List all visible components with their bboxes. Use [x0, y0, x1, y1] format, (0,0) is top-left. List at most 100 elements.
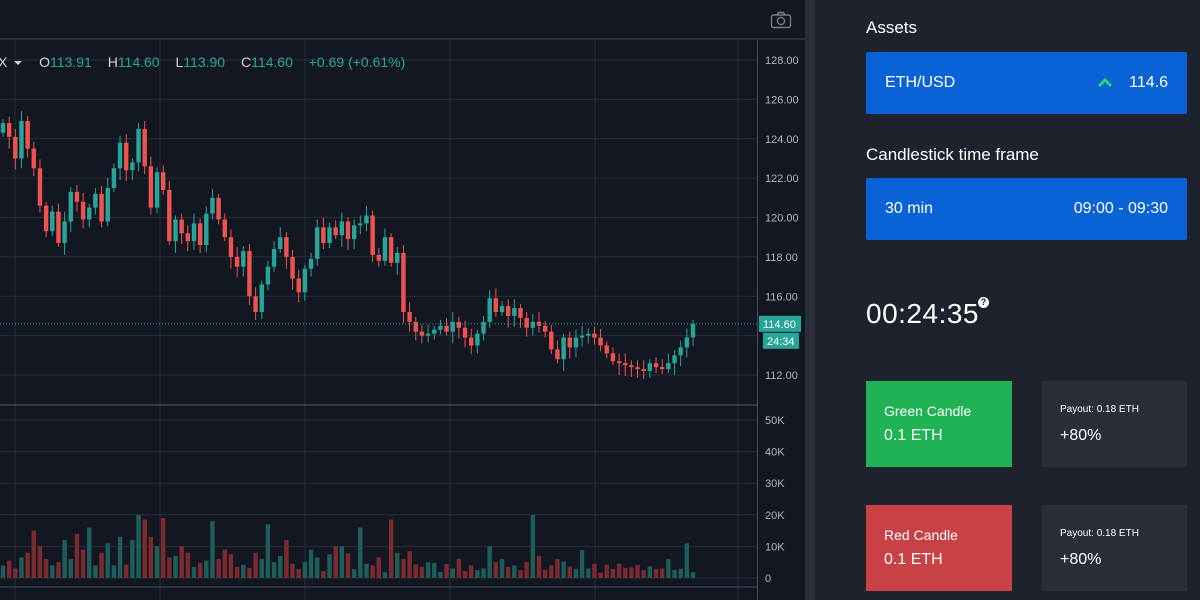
- candle-body: [623, 363, 628, 366]
- candle-body: [154, 172, 160, 208]
- symbol-label[interactable]: X: [0, 54, 8, 70]
- candle-body: [302, 268, 308, 293]
- volume-bar: [690, 572, 696, 578]
- volume-tick-label: 10K: [765, 541, 785, 553]
- volume-bar: [549, 565, 554, 578]
- volume-bar: [388, 519, 394, 578]
- price-chart[interactable]: 128.00 126.00 124.00 122.00 120.00 118.00 116.…: [0, 40, 805, 600]
- candle-body: [13, 136, 18, 159]
- price-tick-label: 126.00: [765, 94, 799, 106]
- candle-body: [358, 223, 363, 226]
- candle-body: [247, 250, 252, 297]
- volume-bar: [641, 570, 646, 578]
- candle-body: [290, 256, 295, 279]
- volume-bar: [228, 554, 234, 578]
- screenshot-button[interactable]: [764, 6, 798, 34]
- timeframe-interval: 30 min: [885, 200, 934, 217]
- candle-body: [284, 237, 289, 257]
- help-icon[interactable]: ?: [978, 297, 989, 308]
- green-candle-button[interactable]: Green Candle 0.1 ETH: [866, 381, 1012, 467]
- candle-body: [327, 227, 332, 244]
- volume-bar: [425, 562, 431, 578]
- volume-bar: [80, 549, 86, 578]
- volume-tick-label: 40K: [765, 447, 785, 459]
- candle-body: [93, 193, 98, 208]
- candle-body: [333, 227, 338, 236]
- volume-bar: [56, 562, 61, 578]
- volume-bar: [105, 543, 110, 578]
- volume-bar: [167, 557, 172, 578]
- candle-body: [475, 333, 480, 346]
- countdown-label: 24:34: [767, 336, 795, 348]
- candle-body: [555, 349, 560, 360]
- candle-body: [142, 128, 147, 167]
- candle-body: [339, 221, 345, 236]
- volume-bar: [401, 559, 406, 578]
- asset-selector[interactable]: ETH/USD 114.6: [866, 52, 1187, 114]
- candle-body: [561, 337, 566, 360]
- volume-bar: [37, 546, 43, 578]
- candle-body: [549, 331, 554, 350]
- high-value: 114.60: [117, 54, 160, 70]
- chart-panel[interactable]: X O113.91 H114.60 L113.90 C114.60 +0.69 …: [0, 0, 805, 600]
- timeframe-range: 09:00 - 09:30: [1073, 200, 1168, 217]
- volume-bar: [623, 567, 628, 578]
- candle-body: [0, 123, 6, 133]
- volume-tick-label: 50K: [765, 415, 785, 427]
- candle-body: [68, 191, 73, 222]
- candle-body: [105, 187, 110, 222]
- candle-body: [395, 252, 400, 263]
- last-price-tag: [759, 315, 801, 332]
- volume-bar: [173, 555, 178, 578]
- candle-body: [604, 345, 609, 354]
- volume-bar: [19, 557, 24, 578]
- volume-bar: [419, 566, 425, 578]
- volume-bar: [647, 566, 653, 578]
- candle-body: [672, 355, 677, 364]
- red-payout-label: Payout: 0.18 ETH: [1060, 528, 1139, 539]
- volume-bar: [524, 562, 529, 578]
- volume-bar: [586, 568, 591, 578]
- candle-body: [124, 142, 129, 171]
- volume-bar: [93, 565, 98, 578]
- candle-body: [173, 219, 178, 242]
- volume-bar: [345, 553, 351, 578]
- volume-tick-label: 0: [765, 573, 771, 585]
- candle-body: [80, 201, 86, 220]
- candle-body: [518, 308, 523, 318]
- candle-body: [167, 189, 172, 242]
- volume-bar: [573, 569, 579, 578]
- candle-body: [204, 213, 209, 246]
- volume-bar: [302, 562, 308, 578]
- volume-bar: [616, 563, 622, 578]
- candle-body: [493, 298, 499, 312]
- candle-body: [647, 363, 653, 372]
- candle-body: [228, 237, 234, 257]
- price-tick-label: 116.00: [765, 291, 798, 303]
- volume-bar: [499, 559, 505, 578]
- volume-tick-label: 20K: [765, 510, 785, 522]
- candle-body: [345, 221, 351, 240]
- candle-body: [462, 327, 468, 338]
- timeframe-selector[interactable]: 30 min 09:00 - 09:30: [866, 178, 1187, 240]
- caret-down-icon[interactable]: [13, 59, 23, 67]
- candle-body: [216, 197, 221, 220]
- camera-icon: [770, 11, 792, 29]
- candle-body: [567, 337, 572, 348]
- candle-body: [505, 306, 511, 316]
- volume-bar: [407, 551, 412, 578]
- volume-bar: [382, 572, 388, 578]
- candle-body: [265, 266, 271, 285]
- volume-bar: [265, 524, 271, 578]
- volume-bar: [50, 565, 55, 578]
- red-payout-card: Payout: 0.18 ETH +80%: [1042, 505, 1187, 591]
- red-candle-button[interactable]: Red Candle 0.1 ETH: [866, 505, 1012, 591]
- volume-bar: [210, 521, 215, 578]
- volume-bar: [684, 543, 690, 578]
- volume-bar: [376, 557, 382, 578]
- volume-bar: [327, 554, 332, 578]
- candle-body: [259, 284, 264, 312]
- volume-bar: [111, 565, 117, 578]
- candle-body: [99, 193, 104, 222]
- red-payout-percent: +80%: [1060, 551, 1102, 568]
